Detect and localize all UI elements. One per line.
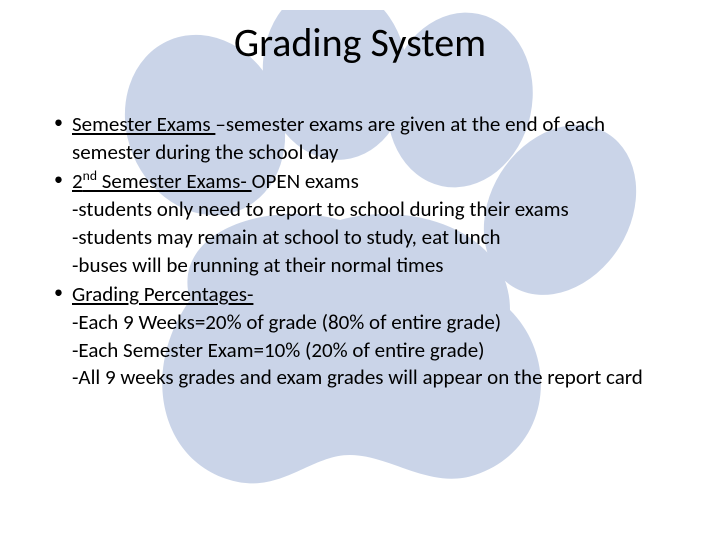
bullet-item: Grading Percentages- -Each 9 Weeks=20% o… [54,281,686,392]
sub-line: -students only need to report to school … [72,196,686,224]
bullet-item: 2nd Semester Exams- OPEN exams -students… [54,168,686,279]
slide-content: Grading System Semester Exams –semester … [0,0,720,392]
bullet-lead: Semester Exams [72,111,215,137]
sub-line: -students may remain at school to study,… [72,224,686,252]
bullet-rest: OPEN exams [252,168,359,194]
slide-title: Grading System [34,18,686,67]
bullet-lead: 2nd Semester Exams- [72,168,252,194]
bullet-item: Semester Exams –semester exams are given… [54,111,686,166]
sub-line: -buses will be running at their normal t… [72,252,686,280]
bullet-lead: Grading Percentages- [72,281,253,307]
sub-line: -Each Semester Exam=10% (20% of entire g… [72,337,686,365]
sub-line: -Each 9 Weeks=20% of grade (80% of entir… [72,309,686,337]
sub-line: -All 9 weeks grades and exam grades will… [72,364,686,392]
bullet-list: Semester Exams –semester exams are given… [34,111,686,392]
